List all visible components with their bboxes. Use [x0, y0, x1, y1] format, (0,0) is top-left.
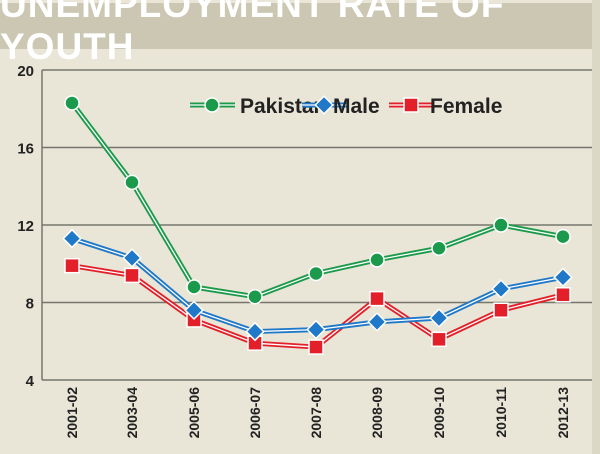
female-point — [369, 290, 385, 307]
pakistan-point — [64, 95, 80, 111]
male-point — [62, 228, 82, 249]
x-tick-label: 2003-04 — [124, 387, 140, 439]
pakistan-point — [124, 174, 140, 191]
title-banner: UNEMPLOYMENT RATE OF YOUTH — [0, 0, 592, 67]
male-point — [245, 321, 265, 342]
y-tick-label: 16 — [17, 141, 34, 158]
pakistan-point — [247, 288, 263, 305]
male-point — [491, 279, 511, 299]
x-tick-label: 2009-10 — [431, 387, 447, 439]
female-point — [493, 302, 509, 318]
female-point — [308, 339, 324, 355]
x-tick-label: 2012-13 — [555, 387, 571, 439]
x-tick-label: 2008-09 — [369, 387, 385, 439]
chart-title: UNEMPLOYMENT RATE OF YOUTH — [0, 0, 505, 67]
male-point — [429, 308, 449, 328]
female-point — [124, 267, 140, 284]
pakistan-point — [493, 217, 509, 233]
legend-label-female: Female — [430, 95, 502, 118]
legend-pakistan-circle-icon — [204, 97, 220, 113]
legend-label-pakistan: Pakistan — [240, 95, 326, 118]
x-tick-label: 2005-06 — [186, 387, 202, 439]
pakistan-point — [308, 265, 324, 282]
female-point — [64, 257, 80, 274]
female-point — [431, 331, 447, 348]
male-point — [367, 312, 387, 332]
y-tick-label: 8 — [26, 296, 34, 313]
y-tick-label: 4 — [26, 373, 35, 390]
legend-female-square-icon — [403, 97, 419, 113]
x-tick-label: 2001-02 — [64, 387, 80, 439]
y-tick-label: 12 — [17, 218, 34, 235]
x-tick-label: 2010-11 — [493, 387, 509, 438]
y-tick-label: 20 — [17, 63, 34, 80]
right-edge — [592, 0, 600, 454]
male-point — [184, 300, 204, 321]
male-point — [553, 267, 573, 288]
pakistan-point — [431, 240, 447, 256]
legend-male-diamond-icon — [314, 95, 334, 115]
pakistan-point — [186, 279, 202, 295]
x-tick-label: 2007-08 — [308, 387, 324, 439]
pakistan-point — [369, 252, 385, 268]
legend-label-male: Male — [333, 95, 380, 118]
pakistan-point — [555, 228, 571, 245]
male-point — [122, 248, 142, 268]
female-point — [555, 287, 571, 303]
x-tick-label: 2006-07 — [247, 387, 263, 439]
male-point — [306, 319, 326, 340]
